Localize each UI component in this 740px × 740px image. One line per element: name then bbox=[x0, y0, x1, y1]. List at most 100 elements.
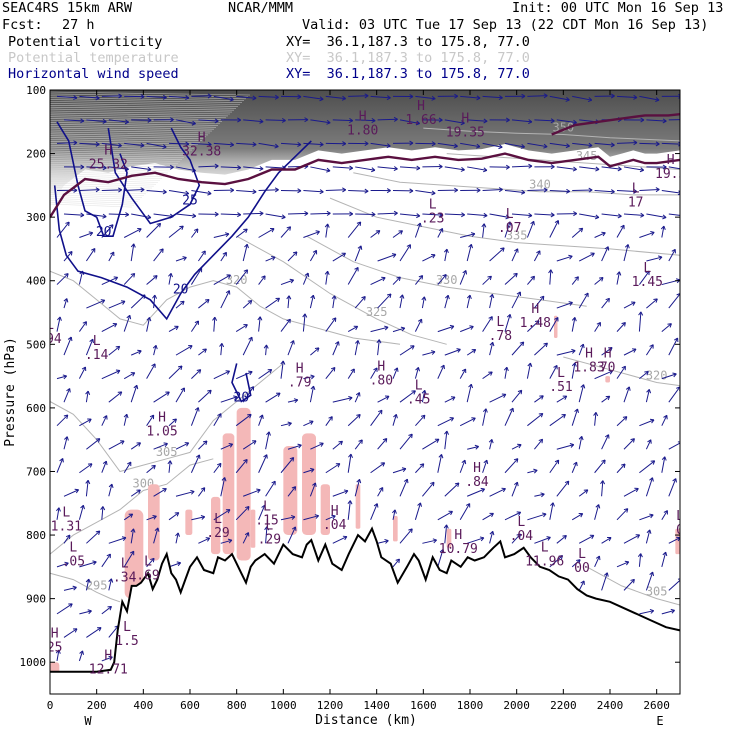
wind-vector bbox=[123, 315, 131, 332]
wind-vector bbox=[101, 189, 122, 191]
wind-vector bbox=[108, 391, 123, 403]
wind-vector bbox=[422, 539, 437, 544]
wind-vector-head bbox=[480, 487, 486, 493]
wind-vector-head bbox=[482, 167, 488, 173]
wind-vector bbox=[153, 443, 168, 450]
wind-vector-head bbox=[498, 187, 503, 193]
extremum-value: .29 bbox=[206, 526, 229, 541]
wind-vector-head bbox=[408, 433, 413, 439]
wind-vector-head bbox=[438, 454, 444, 459]
wind-vector-head bbox=[417, 318, 423, 324]
wind-vector-head bbox=[434, 438, 440, 443]
wind-vector bbox=[198, 537, 210, 544]
wind-vector-head bbox=[505, 117, 510, 123]
wind-vector-head bbox=[243, 269, 249, 274]
wind-vector-head bbox=[63, 298, 69, 303]
wind-vector bbox=[639, 419, 655, 427]
terrain-fill bbox=[50, 528, 680, 694]
wind-vector-head bbox=[415, 120, 421, 126]
wind-vector bbox=[303, 231, 320, 238]
wind-vector bbox=[101, 415, 108, 426]
wind-vector-head bbox=[542, 512, 547, 518]
extremum-value: 1.31 bbox=[51, 520, 82, 535]
wind-vector bbox=[146, 363, 156, 379]
wind-vector-head bbox=[578, 227, 584, 233]
wind-vector-head bbox=[168, 272, 173, 278]
wind-vector-head bbox=[289, 278, 295, 284]
wind-vector-head bbox=[409, 94, 414, 99]
terrain-line bbox=[50, 526, 681, 673]
wind-vector bbox=[392, 230, 403, 238]
wind-vector-head bbox=[276, 392, 281, 397]
wind-vector bbox=[661, 373, 677, 380]
high-marker: H bbox=[104, 143, 112, 158]
wind-vector bbox=[146, 95, 167, 99]
y-tick-label: 1000 bbox=[20, 656, 47, 669]
wind-vector bbox=[534, 295, 545, 309]
wind-vector-head bbox=[174, 512, 180, 517]
wind-vector-head bbox=[391, 509, 397, 514]
wind-vector bbox=[198, 348, 207, 356]
wind-vector-head bbox=[431, 253, 436, 259]
wind-vector-head bbox=[95, 95, 100, 101]
extremum-value: 25 bbox=[47, 640, 63, 655]
wind-vector-head bbox=[87, 463, 93, 468]
wind-vector-head bbox=[488, 438, 494, 444]
wind-vector-head bbox=[267, 369, 273, 374]
wind-vector bbox=[287, 295, 290, 309]
wind-vector-head bbox=[251, 440, 257, 445]
wind-vector bbox=[258, 504, 266, 520]
wind-vector bbox=[467, 213, 488, 217]
wind-vector-head bbox=[72, 585, 77, 591]
extremum-value: .05 bbox=[62, 555, 85, 570]
low-marker: L bbox=[46, 318, 54, 333]
wind-vector-head bbox=[644, 370, 649, 376]
wind-vector-head bbox=[517, 443, 522, 449]
wind-vector-head bbox=[624, 244, 630, 249]
wind-vector bbox=[556, 255, 573, 262]
wind-vector bbox=[645, 477, 653, 497]
wind-vector-head bbox=[341, 95, 346, 101]
wind-vector bbox=[616, 95, 637, 99]
wind-vector bbox=[56, 562, 69, 568]
pv-shade-streak bbox=[50, 101, 241, 105]
wind-vector-head bbox=[225, 290, 231, 295]
wind-vector bbox=[220, 213, 241, 216]
wind-vector-head bbox=[574, 276, 579, 281]
wind-vector bbox=[467, 446, 479, 450]
wind-vector bbox=[489, 439, 493, 450]
wind-vector-head bbox=[151, 363, 156, 368]
wind-vector bbox=[123, 513, 133, 521]
wind-vector bbox=[191, 369, 202, 380]
wind-speed-label: 20 bbox=[173, 282, 189, 297]
wind-speed-contour bbox=[231, 363, 252, 403]
wind-vector-head bbox=[527, 362, 533, 367]
wind-vector bbox=[616, 189, 637, 193]
wind-vector-head bbox=[281, 214, 286, 220]
wind-vector bbox=[213, 317, 216, 332]
pv-shade-streak bbox=[50, 175, 163, 179]
wind-vector-head bbox=[662, 164, 667, 170]
wind-vector-head bbox=[395, 558, 400, 564]
wind-vector bbox=[86, 119, 107, 123]
wind-vector-head bbox=[635, 534, 641, 539]
wind-vector-head bbox=[348, 453, 353, 459]
wind-vector-head bbox=[357, 245, 363, 250]
wind-vector bbox=[146, 222, 161, 238]
wind-vector-head bbox=[371, 118, 376, 124]
wind-vector-head bbox=[244, 243, 249, 249]
extremum-value: 32.38 bbox=[182, 145, 221, 160]
wind-vector-head bbox=[419, 463, 425, 468]
wind-vector bbox=[444, 430, 448, 450]
wind-vector-head bbox=[159, 248, 164, 253]
wind-vector bbox=[467, 166, 487, 171]
wind-vector-head bbox=[275, 297, 281, 303]
wind-vector-head bbox=[514, 481, 519, 487]
wind-vector bbox=[56, 95, 77, 99]
wind-vector-head bbox=[259, 414, 264, 419]
pv-shade-streak bbox=[50, 131, 209, 136]
wind-vector bbox=[601, 297, 610, 309]
wind-vector bbox=[168, 460, 171, 473]
wind-vector bbox=[616, 561, 629, 568]
wind-vector-head bbox=[190, 489, 195, 495]
